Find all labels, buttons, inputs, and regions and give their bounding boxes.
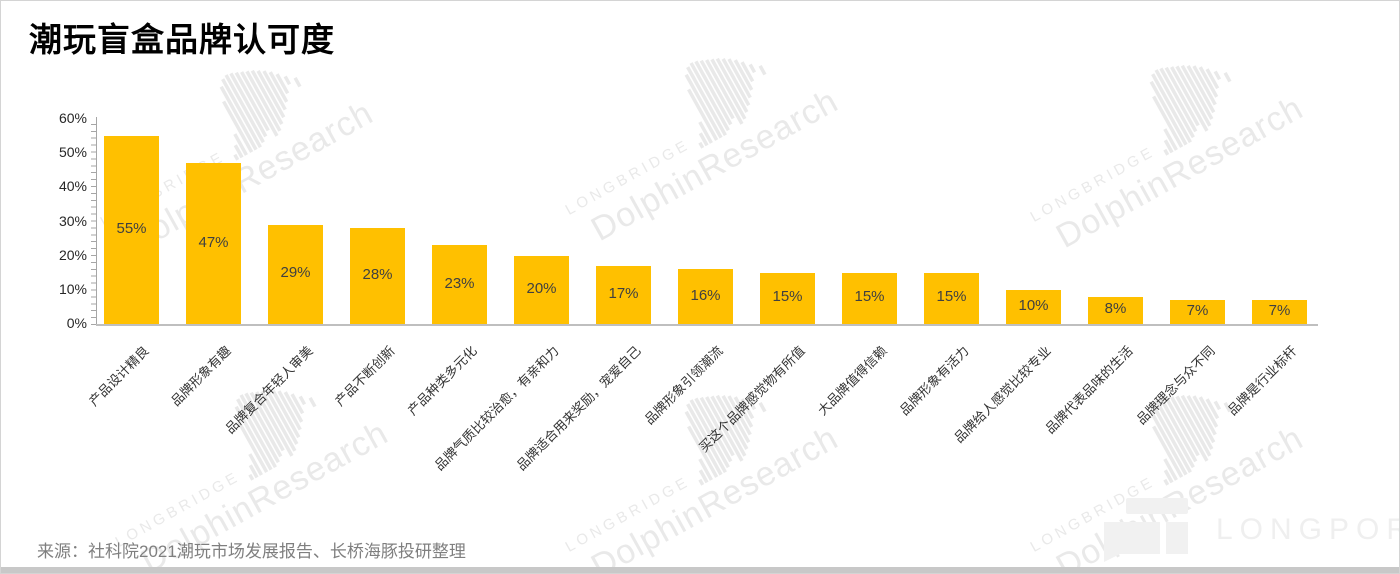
- category-label: 大品牌值得信赖: [815, 343, 891, 419]
- longport-logo: LONGPORT: [1104, 498, 1399, 562]
- bar: [350, 228, 405, 324]
- y-axis-tick-label: 60%: [58, 110, 87, 126]
- y-axis-tick-label: 50%: [58, 144, 87, 161]
- x-axis-line: [96, 324, 1318, 326]
- bar-value-label: 7%: [1186, 302, 1209, 320]
- category-label: 品牌形象有活力: [897, 343, 973, 419]
- y-axis-line: [96, 117, 97, 325]
- bar: [1088, 296, 1143, 324]
- bar-value-label: 10%: [1018, 296, 1049, 314]
- source-note: 来源：社科院2021潮玩市场发展报告、长桥海豚投研整理: [37, 542, 466, 561]
- category-label: 品牌代表品味的生活: [1042, 343, 1137, 437]
- y-axis-tick-label: 20%: [58, 246, 87, 263]
- bottom-strip: [1, 567, 1399, 573]
- bar-value-label: 8%: [1104, 300, 1127, 318]
- bar-value-label: 16%: [690, 286, 721, 304]
- bar: [186, 163, 241, 324]
- category-label: 品牌复合年轻人审美: [222, 343, 317, 437]
- bar: [268, 224, 323, 324]
- bar: [760, 272, 815, 324]
- bar: [842, 272, 897, 324]
- bar-value-label: 7%: [1268, 302, 1291, 320]
- bar-value-label: 15%: [854, 288, 885, 306]
- y-axis-tick-label: 10%: [58, 280, 87, 297]
- bar: [104, 136, 159, 324]
- bar-value-label: 17%: [608, 284, 639, 302]
- category-label: 品牌理念与众不同: [1134, 343, 1219, 428]
- longport-icon: [1104, 498, 1188, 562]
- bar: [678, 269, 733, 324]
- longport-wordmark: LONGPORT: [1216, 513, 1399, 546]
- bar-value-label: 15%: [936, 288, 967, 306]
- y-axis-minor-ticks: [91, 119, 96, 325]
- bar: [1252, 300, 1307, 324]
- category-label: 产品不断创新: [332, 343, 399, 409]
- y-axis-tick-label: 30%: [58, 212, 87, 229]
- bar: [924, 272, 979, 324]
- category-label: 品牌是行业标杆: [1225, 343, 1301, 419]
- bar-value-label: 47%: [198, 233, 229, 251]
- bar: [514, 255, 569, 324]
- bar-value-label: 55%: [116, 220, 147, 238]
- category-label: 品牌形象有趣: [168, 343, 235, 409]
- bar-value-label: 29%: [280, 264, 311, 282]
- bar-value-label: 15%: [772, 288, 803, 306]
- bar-value-label: 23%: [444, 274, 475, 292]
- bar: [432, 245, 487, 324]
- bar-value-label: 28%: [362, 266, 393, 284]
- category-label: 品牌形象引领潮流: [642, 343, 727, 428]
- page-title: 潮玩盲盒品牌认可度: [29, 21, 335, 58]
- category-label: 产品设计精良: [86, 343, 153, 409]
- y-axis-tick-label: 0%: [66, 315, 87, 331]
- bar: [1006, 289, 1061, 324]
- bar: [1170, 300, 1225, 324]
- bar: [596, 265, 651, 324]
- bar-value-label: 20%: [526, 279, 557, 297]
- category-label: 产品种类多元化: [405, 343, 481, 419]
- y-axis-tick-label: 40%: [58, 178, 87, 195]
